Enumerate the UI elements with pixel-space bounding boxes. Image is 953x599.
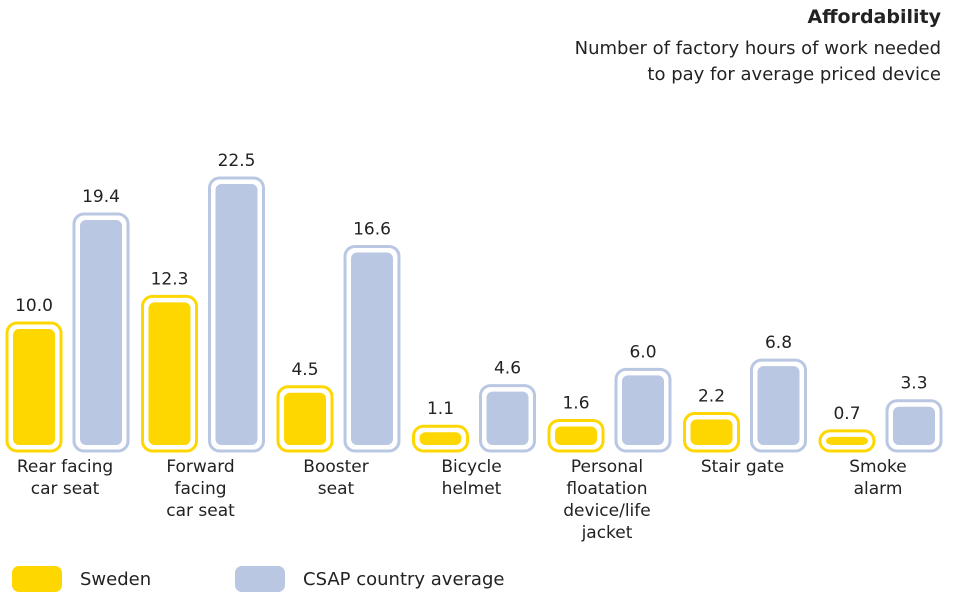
value-label: 3.3 bbox=[900, 374, 927, 394]
value-label: 0.7 bbox=[833, 404, 860, 424]
legend-label: CSAP country average bbox=[303, 569, 505, 590]
chart-subtitle: Number of factory hours of work needed t… bbox=[574, 38, 941, 85]
value-label: 1.6 bbox=[562, 393, 589, 413]
x-tick-label: Booster seat bbox=[303, 457, 369, 499]
x-tick-label: Forward facing car seat bbox=[166, 457, 235, 521]
bar bbox=[80, 219, 122, 445]
value-label: 16.6 bbox=[353, 219, 391, 239]
value-label: 2.2 bbox=[698, 386, 725, 406]
x-tick-label: Rear facing car seat bbox=[16, 457, 114, 499]
bar bbox=[486, 391, 529, 445]
legend-swatch bbox=[12, 566, 62, 592]
value-label: 4.5 bbox=[291, 360, 318, 380]
bar bbox=[215, 184, 258, 445]
value-label: 19.4 bbox=[82, 187, 120, 207]
bar bbox=[419, 432, 462, 445]
bar bbox=[826, 436, 868, 445]
legend-label: Sweden bbox=[80, 569, 152, 590]
value-label: 22.5 bbox=[218, 151, 256, 171]
bar bbox=[284, 392, 326, 445]
value-label: 12.3 bbox=[151, 269, 189, 289]
value-label: 4.6 bbox=[494, 359, 521, 379]
value-label: 6.8 bbox=[765, 333, 792, 353]
bar bbox=[555, 426, 597, 445]
bar bbox=[757, 366, 800, 445]
x-tick-label: Bicycle helmet bbox=[441, 457, 502, 499]
x-tick-label: Stair gate bbox=[700, 457, 785, 477]
x-tick-label: Smoke alarm bbox=[849, 457, 907, 499]
value-label: 6.0 bbox=[629, 342, 656, 362]
bar bbox=[148, 302, 191, 445]
bar bbox=[690, 419, 733, 445]
legend-swatch bbox=[235, 566, 285, 592]
bar bbox=[893, 406, 935, 445]
bar bbox=[13, 329, 55, 445]
value-label: 10.0 bbox=[15, 296, 53, 316]
value-label: 1.1 bbox=[427, 399, 454, 419]
x-tick-label: Personal floatation device/life jacket bbox=[563, 457, 651, 543]
bar bbox=[351, 252, 393, 445]
bar bbox=[622, 375, 664, 445]
chart-title: Affordability bbox=[807, 6, 941, 28]
